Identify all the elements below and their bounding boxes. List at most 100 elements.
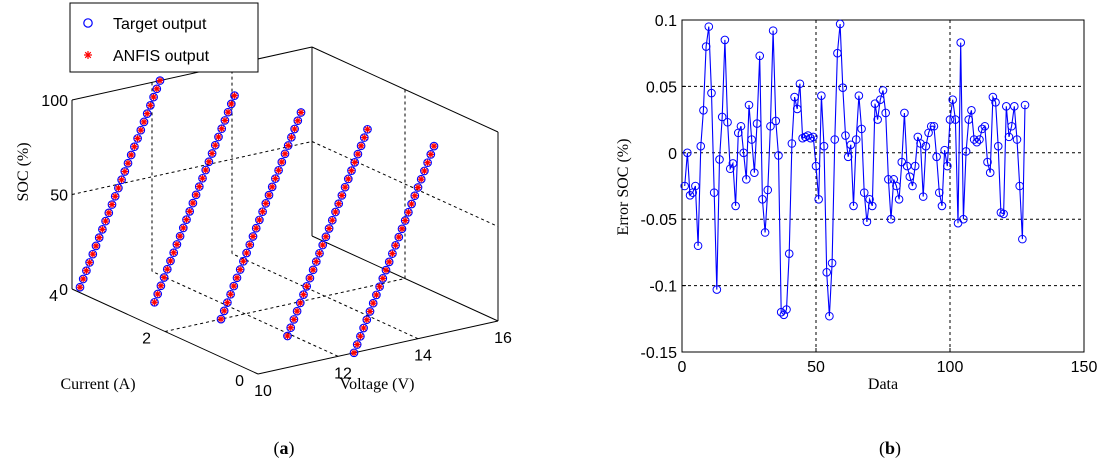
error-point — [881, 108, 890, 118]
error-point — [1015, 181, 1024, 191]
anfis-point — [382, 266, 390, 274]
error-point — [1020, 100, 1030, 110]
ztick-label: 0 — [59, 282, 68, 299]
anfis-point — [144, 110, 151, 117]
legend-target-label: Target output — [113, 16, 207, 33]
target-point — [245, 240, 255, 250]
error-point — [833, 48, 842, 58]
target-point — [110, 191, 120, 201]
anfis-point — [306, 274, 314, 282]
anfis-point — [105, 209, 112, 217]
error-point — [776, 307, 786, 317]
xtick-label: 10 — [254, 383, 272, 400]
error-point — [784, 249, 794, 259]
error-point — [983, 157, 992, 167]
anfis-point — [137, 126, 144, 134]
anfis-point — [290, 316, 298, 323]
error-point — [956, 38, 966, 47]
anfis-point — [386, 258, 393, 266]
error-point — [701, 42, 711, 51]
target-point — [368, 298, 378, 308]
target-point — [258, 207, 267, 217]
anfis-point — [240, 258, 247, 265]
error-point — [771, 116, 781, 126]
target-point — [226, 99, 236, 109]
error-point — [755, 51, 765, 61]
error-point — [867, 201, 877, 211]
target-point — [207, 149, 217, 158]
target-point — [104, 208, 114, 218]
anfis-point — [357, 333, 364, 340]
anfis-point — [395, 233, 402, 241]
target-point — [293, 116, 303, 126]
ytick-label: 2 — [142, 331, 151, 348]
error-point — [803, 131, 813, 140]
anfis-point — [430, 142, 438, 150]
target-point — [308, 265, 318, 275]
plot-box-3d — [71, 46, 499, 375]
target-point — [210, 140, 220, 150]
target-point — [324, 224, 334, 233]
target-point — [175, 231, 185, 241]
error-point — [747, 135, 756, 144]
error-point — [967, 106, 976, 115]
target-point — [251, 223, 261, 233]
xlabel-b: Data — [868, 376, 898, 393]
anfis-point — [92, 242, 100, 250]
error-point — [792, 104, 802, 114]
error-point — [985, 168, 995, 178]
target-point — [388, 249, 397, 258]
error-point — [959, 214, 968, 224]
anfis-point — [278, 158, 285, 166]
error-point — [728, 159, 738, 168]
error-point — [908, 181, 917, 191]
error-point — [725, 164, 735, 174]
anfis-point — [361, 134, 368, 141]
target-point — [214, 132, 223, 142]
legend-box — [69, 2, 259, 73]
target-point — [365, 307, 375, 316]
target-point — [347, 166, 356, 175]
anfis-point — [421, 167, 428, 175]
error-point — [731, 201, 740, 211]
target-point — [78, 274, 88, 284]
target-point — [239, 256, 248, 266]
target-point — [261, 199, 271, 208]
error-point — [964, 115, 974, 124]
xtick-label: 100 — [937, 359, 964, 376]
anfis-point — [150, 93, 157, 101]
target-point — [375, 282, 384, 292]
error-point — [873, 115, 882, 124]
target-point — [356, 331, 365, 341]
target-point — [363, 124, 372, 134]
error-point — [884, 175, 893, 184]
target-point — [350, 158, 360, 167]
target-point — [216, 314, 226, 324]
anfis-point — [256, 216, 263, 224]
anfis-point — [427, 151, 434, 158]
box-edge — [311, 46, 499, 133]
anfis-point — [373, 291, 380, 299]
target-point — [318, 240, 328, 250]
error-point — [814, 194, 823, 204]
anfis-point — [118, 176, 125, 183]
legend-anfis-label: ANFIS output — [113, 48, 210, 65]
anfis-point — [285, 142, 292, 149]
error-point — [825, 311, 834, 321]
target-point — [107, 200, 117, 209]
target-point — [302, 282, 312, 291]
target-point — [290, 124, 299, 134]
target-point — [85, 258, 94, 267]
anfis-point — [297, 299, 304, 307]
target-point — [159, 273, 169, 282]
error-point — [1018, 234, 1027, 244]
anfis-point — [414, 184, 422, 191]
error-point — [709, 188, 719, 197]
error-point — [980, 121, 990, 131]
error-point — [787, 139, 797, 148]
target-point — [381, 265, 391, 275]
error-point — [742, 175, 751, 184]
error-point — [846, 140, 856, 150]
